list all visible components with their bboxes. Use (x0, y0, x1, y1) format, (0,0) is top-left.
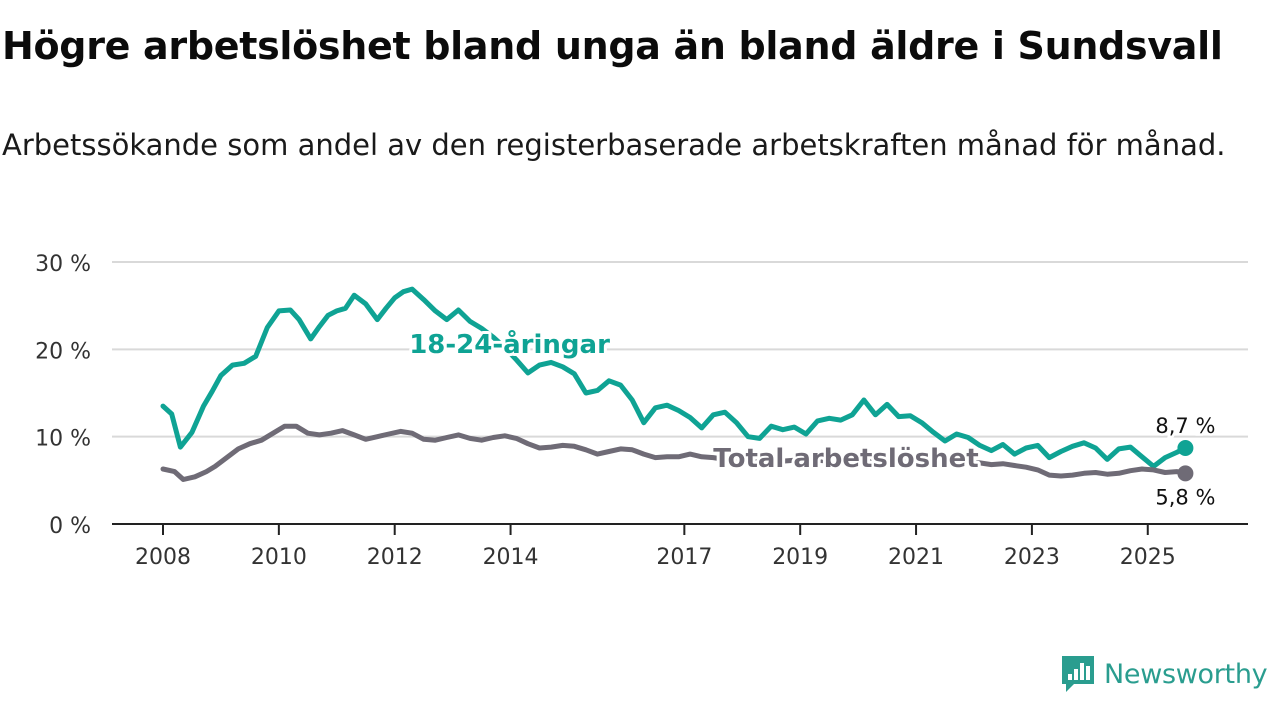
y-tick-label: 10 % (35, 427, 91, 452)
chart-labels: 18-24-åringar Total arbetslöshet 8,7 % 5,8 … (406, 325, 1218, 512)
series-label-youth: 18-24-åringar (409, 328, 610, 360)
y-tick-label: 30 % (35, 252, 91, 277)
end-marker-total (1177, 465, 1194, 482)
brand-name: Newsworthy (1104, 658, 1268, 690)
chart-subtitle: Arbetssökande som andel av den registerb… (2, 128, 1226, 162)
x-tick-label: 2019 (772, 545, 828, 570)
x-tick-label: 2014 (483, 545, 539, 570)
end-label-total: 5,8 % (1155, 485, 1215, 509)
x-tick-label: 2021 (888, 545, 944, 570)
end-marker-youth (1177, 440, 1194, 457)
axes: 0 % 10 % 20 % 30 % 2008 2010 2012 2014 2017 2019 2… (35, 252, 1248, 570)
grid-lines (112, 261, 1248, 438)
x-tick-label: 2012 (367, 545, 423, 570)
series-label-total: Total arbetslöshet (713, 444, 978, 474)
series-lines (160, 286, 1194, 482)
x-tick-label: 2008 (135, 545, 191, 570)
y-tick-label: 0 % (49, 514, 91, 539)
brand-logo[interactable]: Newsworthy (1060, 654, 1268, 694)
series-line-youth (160, 286, 1188, 469)
x-tick-label: 2017 (656, 545, 712, 570)
newsworthy-logo-icon (1062, 656, 1094, 692)
y-tick-label: 20 % (35, 339, 91, 364)
end-label-youth: 8,7 % (1155, 414, 1215, 438)
chart-title: Högre arbetslöshet bland unga än bland ä… (2, 24, 1223, 68)
x-tick-label: 2023 (1004, 545, 1060, 570)
series-line-total (160, 423, 1188, 482)
x-tick-label: 2010 (251, 545, 307, 570)
x-tick-label: 2025 (1120, 545, 1176, 570)
